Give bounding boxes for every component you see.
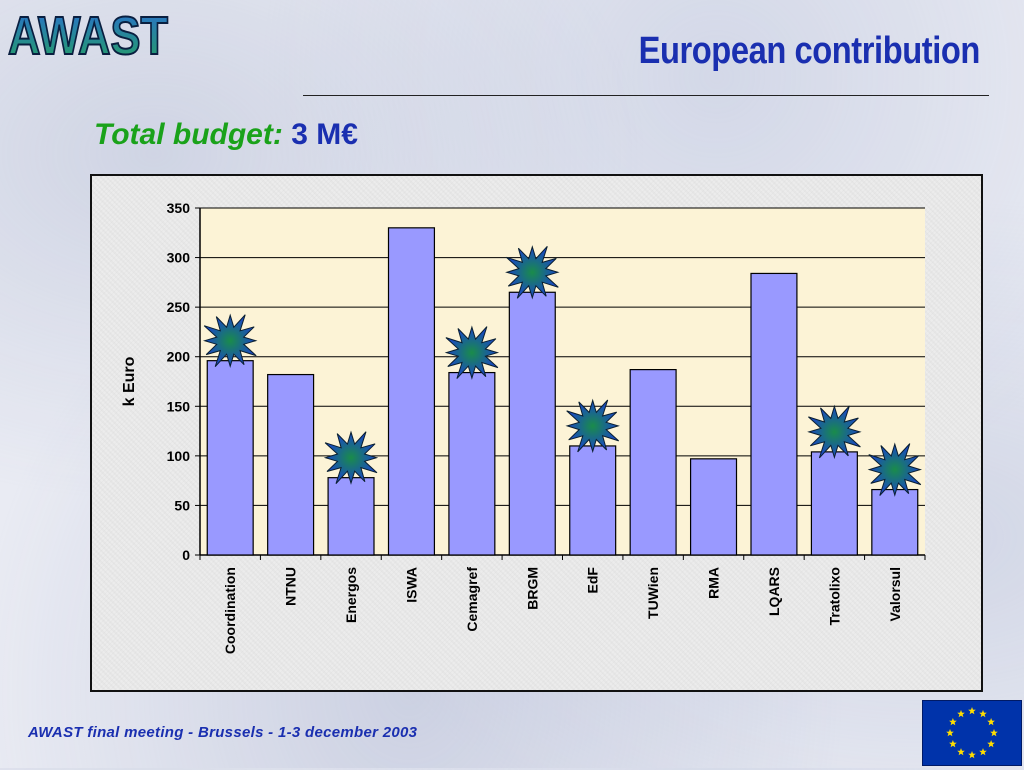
bar-coordination	[206, 360, 254, 556]
total-budget: Total budget: 3 M€	[94, 118, 358, 152]
bar-ntnu	[267, 373, 315, 556]
x-tick-label: TUWien	[645, 567, 661, 619]
eu-star-icon	[968, 707, 976, 715]
x-tick-label: Valorsul	[887, 567, 903, 621]
eu-star-icon	[979, 709, 987, 718]
y-tick-label: 100	[167, 448, 191, 464]
bar-cemagref	[448, 371, 496, 556]
bar-valorsul	[871, 488, 919, 556]
star-marker-energos	[323, 430, 379, 485]
eu-flag-stars	[946, 707, 998, 759]
bar-tratolixo	[810, 451, 858, 556]
x-tick-label: Coordination	[222, 567, 238, 654]
y-tick-label: 250	[167, 299, 191, 315]
star-marker-coordination	[202, 313, 258, 368]
eu-star-icon	[946, 729, 954, 737]
eu-flag	[922, 700, 1022, 766]
eu-star-icon	[949, 740, 957, 748]
y-tick-label: 150	[167, 398, 191, 414]
x-tick-label: ISWA	[403, 567, 419, 603]
eu-star-icon	[957, 748, 965, 756]
y-tick-label: 300	[167, 250, 191, 266]
y-tick-label: 350	[167, 200, 191, 216]
bar-edf	[569, 445, 617, 556]
eu-star-icon	[990, 729, 998, 737]
eu-star-icon	[987, 740, 995, 748]
x-tick-label: Cemagref	[464, 567, 480, 632]
star-marker-brgm	[505, 245, 560, 300]
bar-energos	[327, 477, 375, 556]
eu-star-icon	[987, 718, 995, 726]
y-tick-label: 200	[167, 349, 191, 365]
x-tick-label: Tratolixo	[826, 567, 842, 625]
x-tick-label: NTNU	[283, 567, 299, 606]
star-marker-edf	[565, 398, 620, 454]
eu-star-icon	[968, 751, 976, 759]
budget-label: Total budget:	[94, 118, 283, 151]
bar-brgm	[508, 291, 556, 556]
star-marker-tratolixo	[807, 404, 862, 460]
footer-text: AWAST final meeting - Brussels - 1-3 dec…	[28, 724, 418, 741]
title-divider	[303, 95, 989, 96]
eu-star-icon	[957, 709, 965, 718]
star-marker-cemagref	[444, 325, 500, 380]
x-tick-label: LQARS	[766, 567, 782, 616]
bar-chart: 0 50 100 150 200 250 300 350 k Euro Coordination N…	[121, 200, 926, 654]
eu-star-icon	[979, 748, 987, 756]
bar-tuwien	[629, 369, 677, 556]
y-tick-label: 50	[174, 497, 190, 513]
y-tick-label: 0	[182, 547, 190, 563]
x-tick-label: EdF	[585, 567, 601, 594]
chart-frame: 0 50 100 150 200 250 300 350 k Euro Coordination N…	[90, 174, 983, 692]
budget-value: 3 M€	[291, 118, 358, 151]
eu-star-icon	[949, 718, 957, 726]
bar-lqars	[750, 272, 798, 556]
x-tick-label: BRGM	[524, 567, 540, 610]
bar-rma	[689, 458, 738, 556]
bar-iswa	[387, 227, 436, 556]
star-marker-valorsul	[867, 442, 923, 497]
y-axis-label: k Euro	[121, 356, 138, 406]
logo-text: AWAST	[8, 6, 168, 66]
awast-logo: AWAST	[7, 5, 169, 66]
plot-area	[200, 208, 925, 555]
x-tick-label: RMA	[706, 567, 722, 599]
x-tick-label: Energos	[343, 567, 359, 623]
slide-title: European contribution	[638, 30, 981, 72]
